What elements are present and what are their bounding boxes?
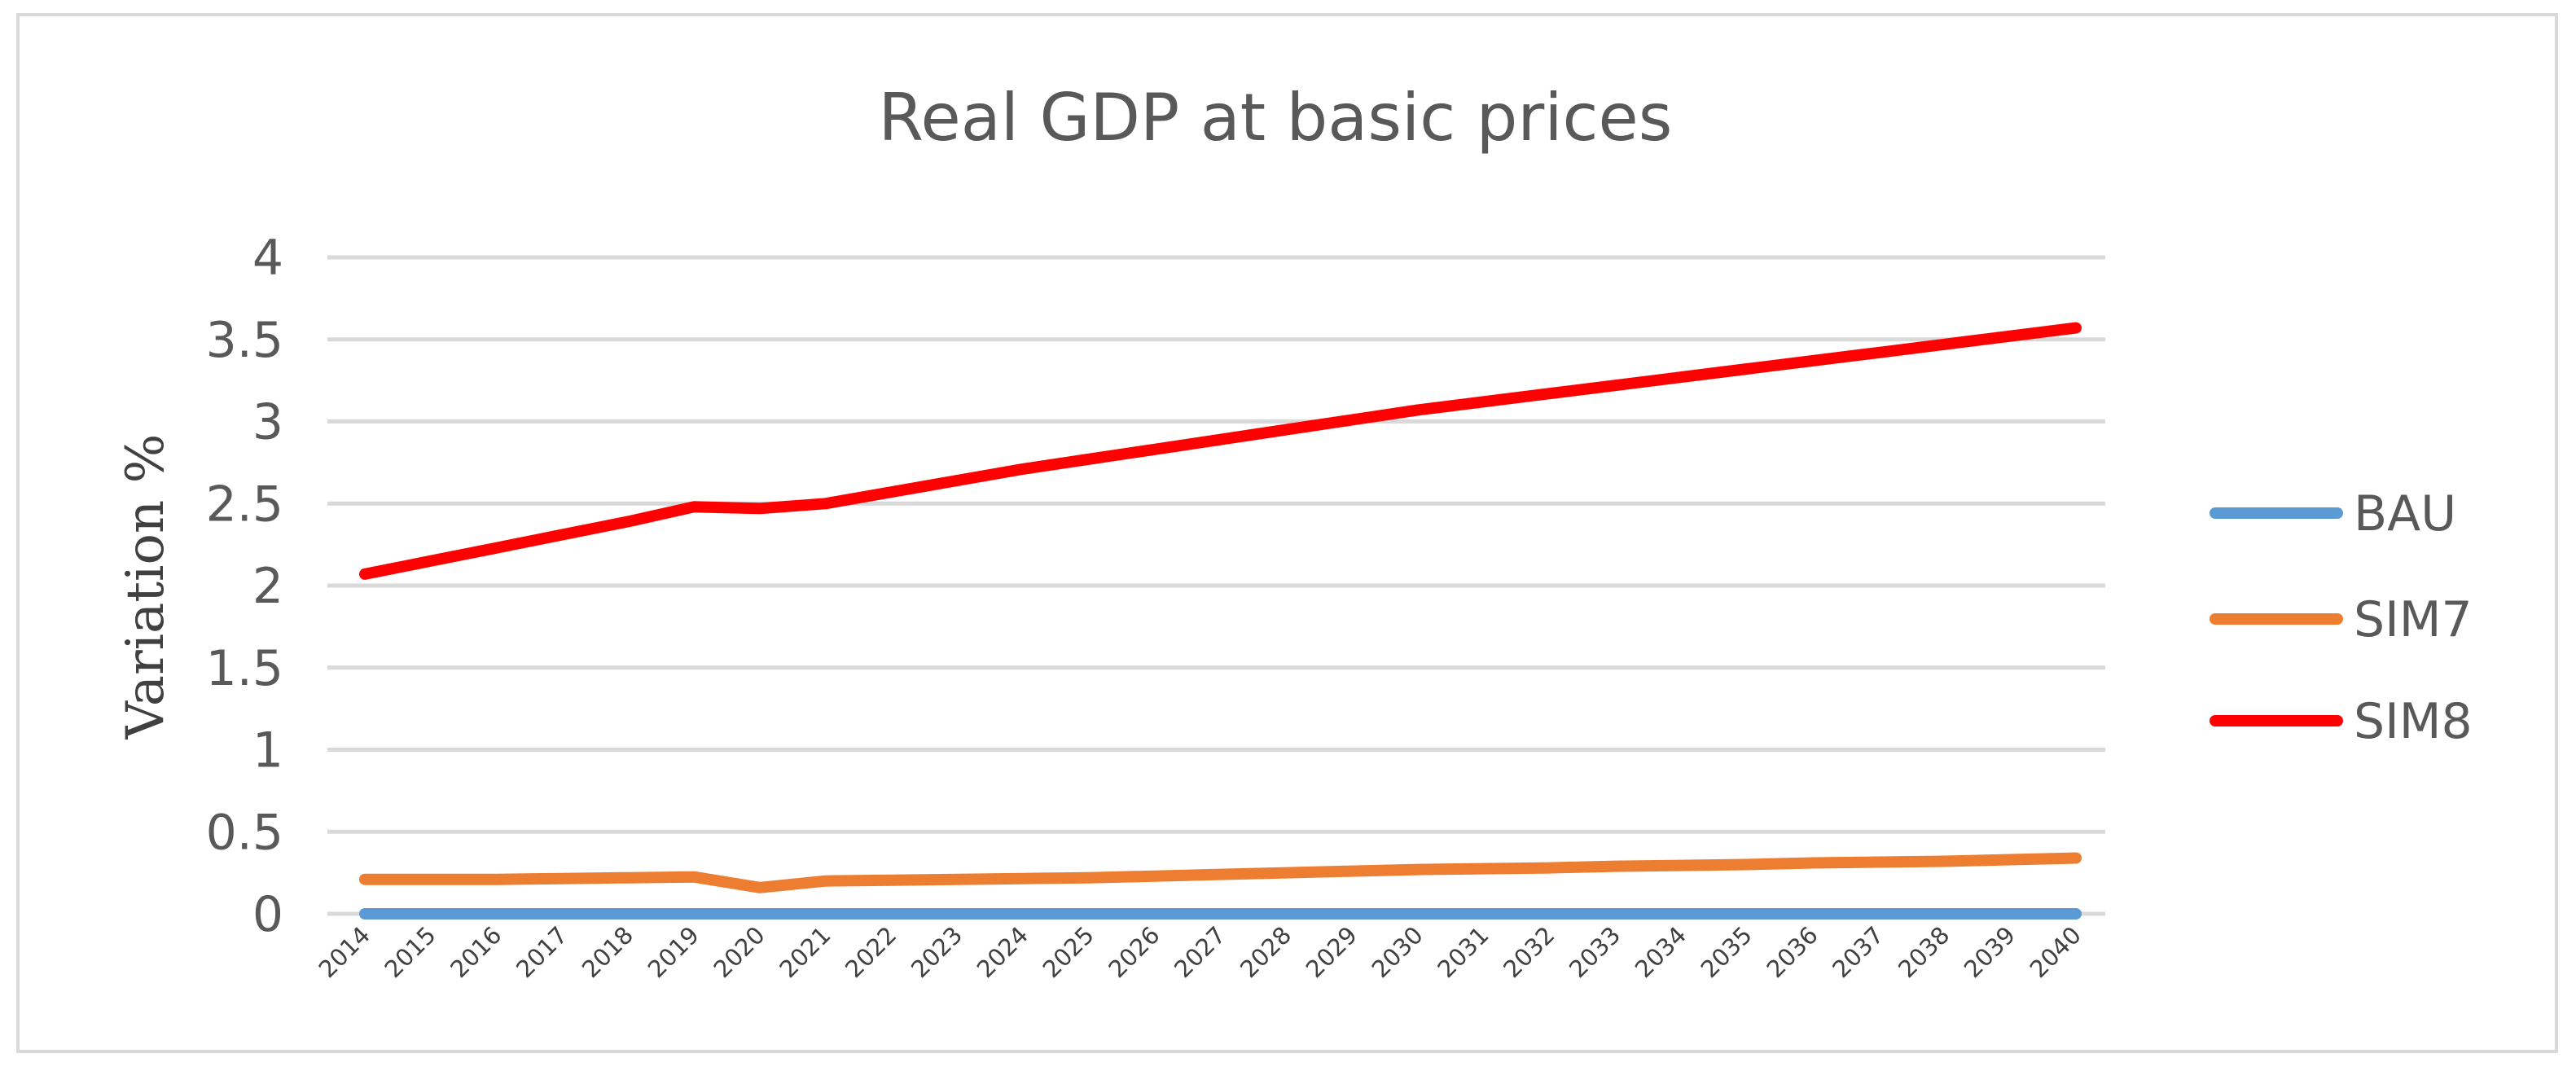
x-tick-label: 2016 <box>445 921 507 983</box>
y-tick-label: 4 <box>252 230 283 287</box>
x-tick-label: 2022 <box>840 921 902 983</box>
x-tick-label: 2023 <box>906 921 968 983</box>
x-tick-label: 2035 <box>1696 921 1758 983</box>
x-tick-label: 2034 <box>1630 921 1692 983</box>
legend-label: SIM7 <box>2354 591 2473 648</box>
x-tick-label: 2017 <box>511 921 573 983</box>
x-tick-label: 2027 <box>1169 921 1231 983</box>
x-tick-label: 2018 <box>577 921 639 983</box>
y-tick-label: 0.5 <box>206 804 283 861</box>
y-tick-label: 2 <box>252 558 283 615</box>
y-tick-label: 1.5 <box>206 640 283 697</box>
x-tick-label: 2019 <box>643 921 704 983</box>
x-tick-label: 2026 <box>1103 921 1165 983</box>
series-line-sim8 <box>359 322 2082 580</box>
legend-item-sim8: SIM8 <box>2210 693 2473 750</box>
legend-label: BAU <box>2354 485 2456 542</box>
series-lines <box>359 322 2082 920</box>
x-tick-label: 2025 <box>1038 921 1099 983</box>
x-tick-label: 2030 <box>1367 921 1428 983</box>
x-tick-label: 2039 <box>1959 921 2021 983</box>
x-tick-label: 2014 <box>314 921 375 983</box>
x-tick-label: 2029 <box>1301 921 1363 983</box>
x-tick-label: 2032 <box>1498 921 1560 983</box>
y-tick-label: 3.5 <box>206 312 283 369</box>
x-tick-label: 2021 <box>774 921 836 983</box>
y-tick-label: 1 <box>252 722 283 779</box>
y-tick-label: 0 <box>252 886 283 943</box>
legend-item-bau: BAU <box>2210 485 2456 542</box>
y-axis-ticks: 0 0.5 1 1.5 2 2.5 3 3.5 4 <box>206 230 283 943</box>
y-tick-label: 3 <box>252 394 283 451</box>
x-tick-label: 2020 <box>709 921 770 983</box>
legend-label: SIM8 <box>2354 693 2473 750</box>
y-axis-label: Variation % <box>116 434 176 740</box>
x-tick-label: 2031 <box>1432 921 1494 983</box>
x-tick-label: 2037 <box>1827 921 1889 983</box>
x-tick-label: 2028 <box>1235 921 1297 983</box>
chart-title: Real GDP at basic prices <box>879 80 1673 156</box>
series-line-sim7 <box>359 852 2082 893</box>
legend: BAU SIM7 SIM8 <box>2210 485 2473 750</box>
x-tick-label: 2024 <box>972 921 1033 983</box>
x-tick-label: 2033 <box>1564 921 1626 983</box>
x-axis-ticks: 2014 2015 2016 2017 2018 2019 2020 2021 2022 2023… <box>314 921 2087 983</box>
x-tick-label: 2015 <box>380 921 441 983</box>
y-tick-label: 2.5 <box>206 476 283 533</box>
legend-item-sim7: SIM7 <box>2210 591 2473 648</box>
x-tick-label: 2040 <box>2025 921 2087 983</box>
x-tick-label: 2036 <box>1761 921 1823 983</box>
x-tick-label: 2038 <box>1893 921 1955 983</box>
